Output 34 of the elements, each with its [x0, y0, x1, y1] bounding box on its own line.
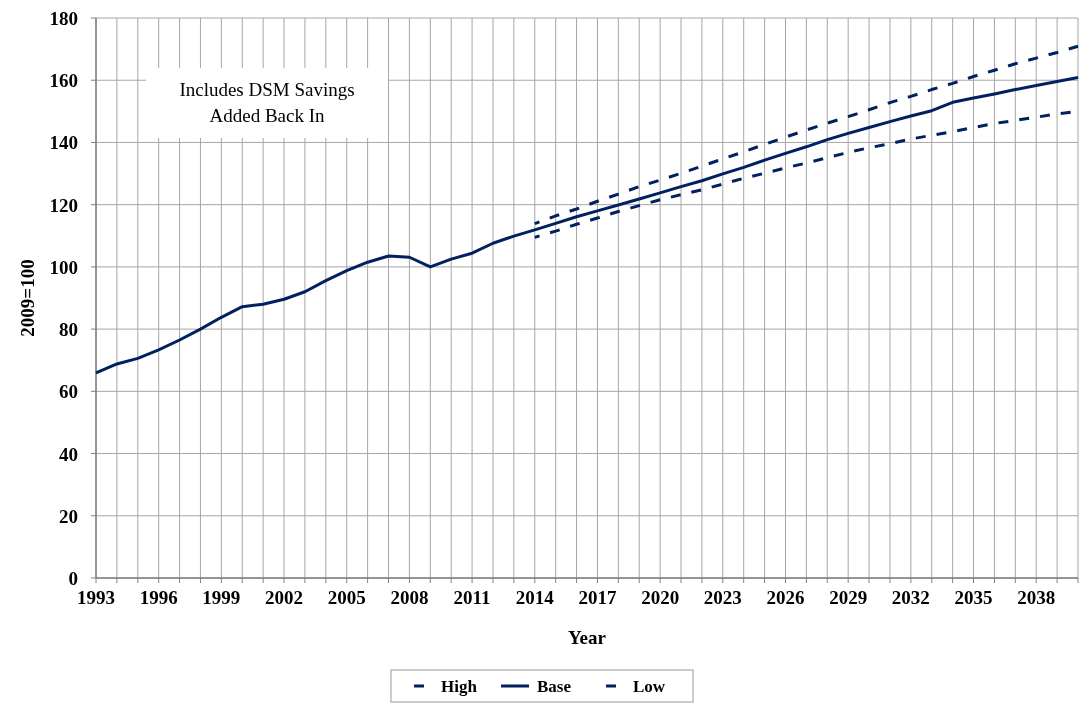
legend-label: High [441, 677, 478, 696]
x-tick-label: 2002 [265, 587, 304, 608]
x-tick-label: 1999 [202, 587, 241, 608]
x-axis-title: Year [568, 627, 607, 648]
y-tick-label: 60 [59, 381, 78, 403]
x-tick-label: 2032 [891, 587, 930, 608]
x-tick-label: 1993 [77, 587, 115, 608]
x-tick-label: 2005 [327, 587, 366, 608]
x-tick-label: 1996 [139, 587, 178, 608]
y-tick-label: 40 [59, 443, 78, 465]
x-tick-label: 2008 [390, 587, 429, 608]
x-tick-label: 2026 [766, 587, 805, 608]
x-tick-label: 2038 [1017, 587, 1056, 608]
line-series [94, 75, 1080, 375]
line-series [533, 44, 1080, 226]
legend-label: Base [537, 677, 572, 696]
legend-label: Low [633, 677, 666, 696]
x-tick-label: 2035 [954, 587, 993, 608]
y-tick-label: 80 [59, 319, 78, 341]
y-tick-label: 120 [49, 194, 78, 216]
y-tick-label: 100 [49, 256, 78, 278]
x-tick-label: 2029 [829, 587, 868, 608]
y-tick-label: 20 [59, 505, 78, 527]
annotation: Includes DSM Savings Added Back In [179, 79, 355, 126]
y-tick-label: 0 [68, 568, 78, 589]
y-axis-title: 2009=100 [17, 259, 38, 337]
x-tick-label: 2017 [578, 587, 617, 608]
y-tick-label: 160 [49, 70, 78, 92]
y-tick-label: 180 [49, 8, 78, 29]
x-tick-label: 2014 [515, 587, 555, 608]
y-tick-label: 140 [49, 132, 78, 154]
x-tick-label: 2011 [453, 587, 491, 608]
x-tick-label: 2023 [703, 587, 742, 608]
x-tick-label: 2020 [641, 587, 680, 608]
